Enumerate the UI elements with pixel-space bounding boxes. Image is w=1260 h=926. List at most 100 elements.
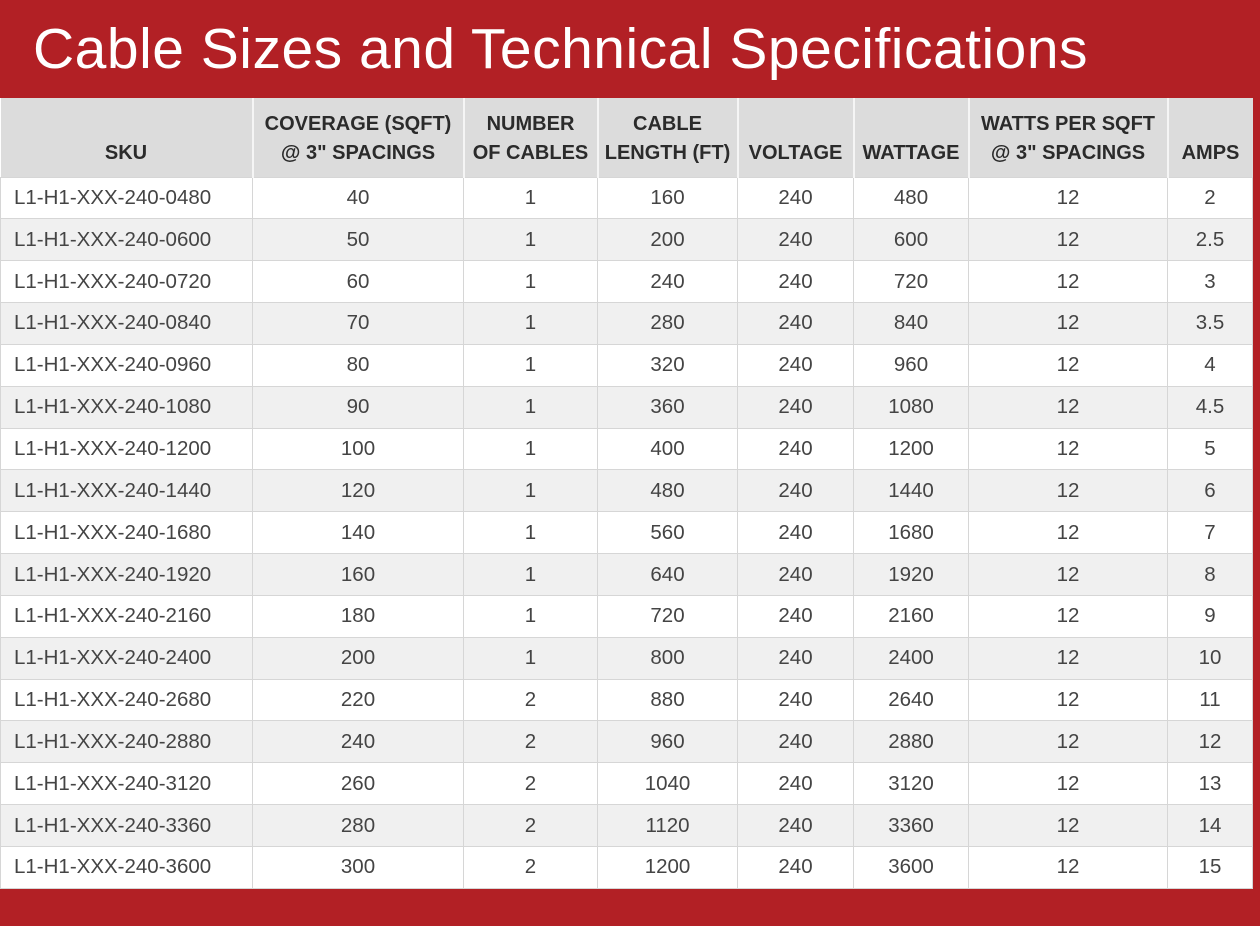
cell-amps: 6	[1167, 469, 1253, 513]
column-header-watts_per_sqft: WATTS PER SQFT @ 3" SPACINGS	[967, 98, 1169, 177]
cell-cable_length_ft: 560	[597, 511, 738, 555]
cell-sku: L1-H1-XXX-240-1920	[0, 553, 253, 596]
spec-table-body: L1-H1-XXX-240-0480 40 1 160 240 480 12 2 L1-H1-X…	[0, 176, 1253, 889]
cell-watts_per_sqft: 12	[968, 804, 1168, 847]
cell-coverage_sqft: 70	[252, 302, 464, 345]
table-row: L1-H1-XXX-240-3600 300 2 1200 240 3600 12 15	[0, 846, 1253, 889]
cell-amps: 12	[1167, 720, 1253, 764]
cell-voltage: 240	[737, 260, 854, 304]
cell-amps: 10	[1167, 636, 1253, 680]
cell-voltage: 240	[737, 385, 854, 429]
cell-watts_per_sqft: 12	[968, 678, 1168, 722]
cell-amps: 4	[1167, 343, 1253, 387]
cell-wattage: 2880	[853, 720, 969, 764]
cell-watts_per_sqft: 12	[968, 846, 1168, 889]
cell-coverage_sqft: 90	[252, 385, 464, 429]
cell-sku: L1-H1-XXX-240-3120	[0, 762, 253, 806]
cell-cable_length_ft: 400	[597, 427, 738, 471]
cell-sku: L1-H1-XXX-240-1680	[0, 511, 253, 555]
cell-sku: L1-H1-XXX-240-0480	[0, 176, 253, 220]
table-row: L1-H1-XXX-240-2160 180 1 720 240 2160 12 9	[0, 594, 1253, 638]
cell-coverage_sqft: 260	[252, 762, 464, 806]
cell-watts_per_sqft: 12	[968, 594, 1168, 638]
cell-sku: L1-H1-XXX-240-0960	[0, 343, 253, 387]
cell-amps: 9	[1167, 594, 1253, 638]
cell-number_of_cables: 2	[463, 762, 598, 806]
cell-cable_length_ft: 320	[597, 343, 738, 387]
cell-watts_per_sqft: 12	[968, 427, 1168, 471]
column-header-amps: AMPS	[1166, 98, 1253, 177]
column-header-cable_length_ft: CABLE LENGTH (FT)	[596, 98, 739, 177]
cell-coverage_sqft: 300	[252, 846, 464, 889]
cell-watts_per_sqft: 12	[968, 176, 1168, 220]
cell-sku: L1-H1-XXX-240-0840	[0, 302, 253, 345]
cell-cable_length_ft: 480	[597, 469, 738, 513]
cell-amps: 13	[1167, 762, 1253, 806]
cell-wattage: 2400	[853, 636, 969, 680]
cell-number_of_cables: 1	[463, 302, 598, 345]
cell-watts_per_sqft: 12	[968, 218, 1168, 262]
cell-wattage: 3120	[853, 762, 969, 806]
title-banner: Cable Sizes and Technical Specifications	[0, 0, 1260, 98]
cell-wattage: 720	[853, 260, 969, 304]
cell-amps: 8	[1167, 553, 1253, 596]
cell-voltage: 240	[737, 427, 854, 471]
cell-voltage: 240	[737, 511, 854, 555]
cell-wattage: 1440	[853, 469, 969, 513]
spec-table: SKU COVERAGE (SQFT) @ 3" SPACINGS NUMBER O…	[0, 98, 1253, 889]
cell-sku: L1-H1-XXX-240-1440	[0, 469, 253, 513]
cell-number_of_cables: 1	[463, 385, 598, 429]
column-header-number_of_cables: NUMBER OF CABLES	[462, 98, 599, 177]
spec-table-container: SKU COVERAGE (SQFT) @ 3" SPACINGS NUMBER O…	[0, 98, 1253, 889]
cell-coverage_sqft: 60	[252, 260, 464, 304]
table-row: L1-H1-XXX-240-1200 100 1 400 240 1200 12 5	[0, 427, 1253, 471]
cell-amps: 4.5	[1167, 385, 1253, 429]
table-row: L1-H1-XXX-240-1920 160 1 640 240 1920 12 8	[0, 553, 1253, 596]
cell-amps: 15	[1167, 846, 1253, 889]
cell-wattage: 840	[853, 302, 969, 345]
cell-cable_length_ft: 160	[597, 176, 738, 220]
cell-coverage_sqft: 80	[252, 343, 464, 387]
cell-sku: L1-H1-XXX-240-2400	[0, 636, 253, 680]
cell-number_of_cables: 1	[463, 594, 598, 638]
cell-voltage: 240	[737, 720, 854, 764]
table-row: L1-H1-XXX-240-0960 80 1 320 240 960 12 4	[0, 343, 1253, 387]
cell-number_of_cables: 2	[463, 846, 598, 889]
cell-coverage_sqft: 180	[252, 594, 464, 638]
cell-watts_per_sqft: 12	[968, 385, 1168, 429]
cell-voltage: 240	[737, 302, 854, 345]
cell-number_of_cables: 1	[463, 511, 598, 555]
cell-coverage_sqft: 160	[252, 553, 464, 596]
table-row: L1-H1-XXX-240-1080 90 1 360 240 1080 12 4.5	[0, 385, 1253, 429]
table-row: L1-H1-XXX-240-0720 60 1 240 240 720 12 3	[0, 260, 1253, 304]
cell-amps: 3.5	[1167, 302, 1253, 345]
cell-coverage_sqft: 100	[252, 427, 464, 471]
cell-coverage_sqft: 280	[252, 804, 464, 847]
cell-sku: L1-H1-XXX-240-0720	[0, 260, 253, 304]
cell-cable_length_ft: 1040	[597, 762, 738, 806]
cell-wattage: 600	[853, 218, 969, 262]
cell-number_of_cables: 1	[463, 218, 598, 262]
cell-sku: L1-H1-XXX-240-0600	[0, 218, 253, 262]
cell-number_of_cables: 2	[463, 720, 598, 764]
cell-watts_per_sqft: 12	[968, 302, 1168, 345]
cell-sku: L1-H1-XXX-240-2680	[0, 678, 253, 722]
cell-sku: L1-H1-XXX-240-1200	[0, 427, 253, 471]
cell-voltage: 240	[737, 218, 854, 262]
cell-wattage: 960	[853, 343, 969, 387]
table-row: L1-H1-XXX-240-1680 140 1 560 240 1680 12 7	[0, 511, 1253, 555]
cell-coverage_sqft: 40	[252, 176, 464, 220]
cell-cable_length_ft: 200	[597, 218, 738, 262]
cell-voltage: 240	[737, 804, 854, 847]
cell-amps: 7	[1167, 511, 1253, 555]
column-header-voltage: VOLTAGE	[736, 98, 855, 177]
cell-cable_length_ft: 880	[597, 678, 738, 722]
cell-wattage: 1680	[853, 511, 969, 555]
cell-watts_per_sqft: 12	[968, 469, 1168, 513]
cell-cable_length_ft: 280	[597, 302, 738, 345]
column-header-wattage: WATTAGE	[852, 98, 970, 177]
cell-watts_per_sqft: 12	[968, 511, 1168, 555]
column-header-coverage_sqft: COVERAGE (SQFT) @ 3" SPACINGS	[251, 98, 465, 177]
table-row: L1-H1-XXX-240-0480 40 1 160 240 480 12 2	[0, 176, 1253, 220]
cell-cable_length_ft: 1120	[597, 804, 738, 847]
